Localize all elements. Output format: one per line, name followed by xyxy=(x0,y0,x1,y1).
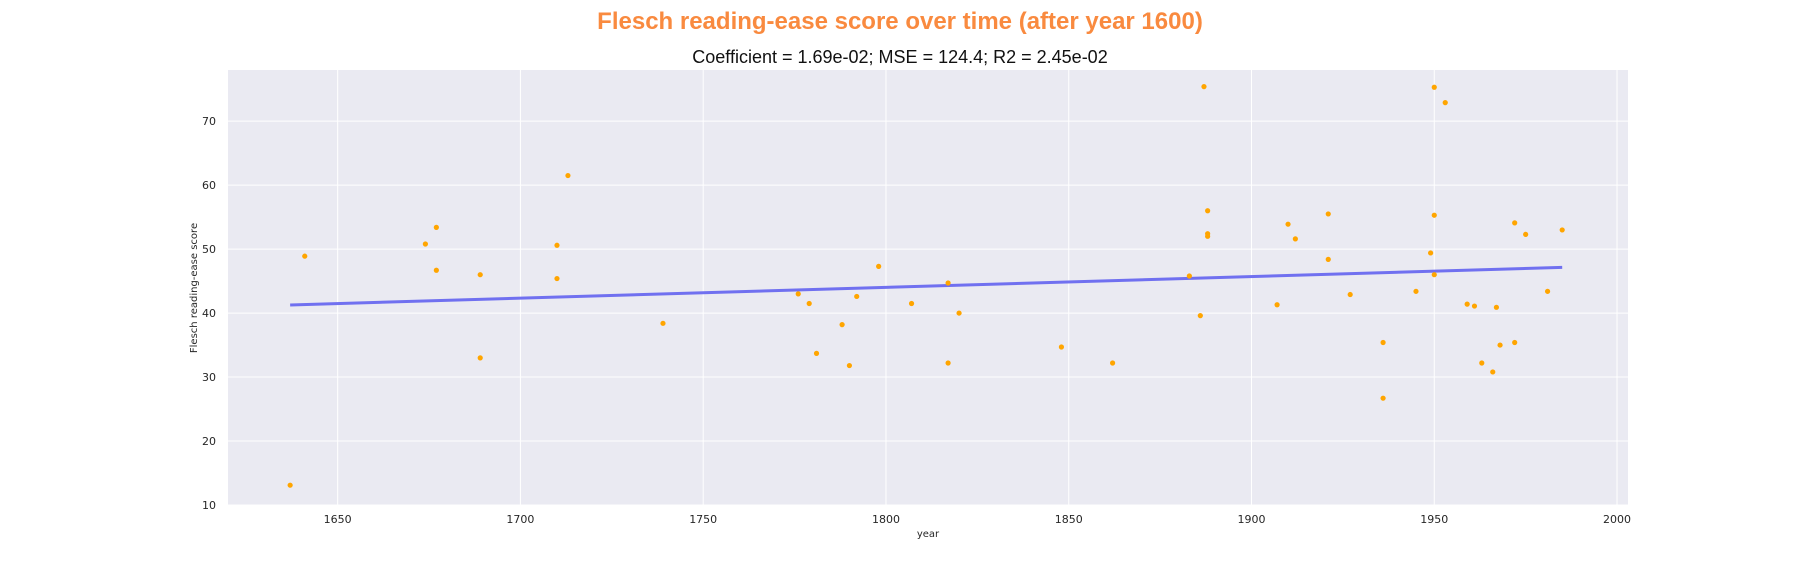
y-tick-label: 20 xyxy=(202,435,216,448)
data-point xyxy=(1205,233,1211,239)
data-point xyxy=(422,241,428,247)
x-axis-label: year xyxy=(917,529,940,540)
data-point xyxy=(846,362,853,369)
data-point xyxy=(554,275,560,282)
data-points xyxy=(287,84,1565,488)
data-point xyxy=(1512,220,1518,226)
y-tick-label: 30 xyxy=(202,371,216,384)
data-point xyxy=(908,300,915,307)
x-tick-label: 1950 xyxy=(1420,513,1448,526)
chart-title: Flesch reading-ease score over time (aft… xyxy=(597,8,1203,35)
data-point xyxy=(1292,236,1298,242)
data-point xyxy=(1197,313,1203,319)
data-point xyxy=(1380,339,1386,346)
data-point xyxy=(1523,231,1529,238)
data-point xyxy=(839,322,845,328)
data-point xyxy=(660,320,666,326)
data-point xyxy=(1431,272,1437,278)
data-point xyxy=(1544,288,1551,294)
data-point xyxy=(1442,100,1448,106)
data-point xyxy=(477,355,483,361)
data-point xyxy=(1512,339,1518,346)
data-point xyxy=(876,263,882,269)
data-point xyxy=(1497,342,1503,348)
data-point xyxy=(433,267,439,273)
data-point xyxy=(1428,250,1434,256)
data-point xyxy=(813,350,820,356)
data-point xyxy=(287,482,293,488)
data-point xyxy=(302,253,308,259)
data-point xyxy=(1471,303,1478,309)
y-tick-label: 10 xyxy=(202,499,216,512)
data-point xyxy=(433,224,439,230)
data-point xyxy=(1325,256,1331,262)
data-point xyxy=(1058,344,1065,350)
tick-labels: 1650 1700 1750 1800 1850 1900 1950 2000 10 20 30 40… xyxy=(202,115,1631,526)
data-point xyxy=(1347,291,1353,298)
x-tick-label: 1650 xyxy=(324,513,352,526)
y-tick-label: 40 xyxy=(202,307,216,320)
data-point xyxy=(854,293,860,300)
data-point xyxy=(1464,301,1470,307)
x-tick-label: 1800 xyxy=(872,513,900,526)
x-tick-label: 1700 xyxy=(506,513,534,526)
data-point xyxy=(1274,302,1280,308)
data-point xyxy=(806,300,812,307)
regression-line xyxy=(290,265,1563,307)
chart-subtitle: Coefficient = 1.69e-02; MSE = 124.4; R2 … xyxy=(692,47,1107,67)
data-point xyxy=(1380,395,1386,401)
x-tick-label: 2000 xyxy=(1603,513,1631,526)
data-point xyxy=(1431,212,1437,218)
y-axis-label: Flesch reading-ease score xyxy=(189,223,200,353)
data-point xyxy=(1493,304,1500,310)
grid-lines xyxy=(228,70,1628,506)
y-tick-label: 60 xyxy=(202,179,216,192)
x-tick-label: 1850 xyxy=(1055,513,1083,526)
data-point xyxy=(1201,84,1207,90)
data-point xyxy=(1559,227,1565,233)
data-point xyxy=(1205,208,1211,214)
data-point xyxy=(1490,369,1496,375)
data-point xyxy=(795,291,801,297)
data-point xyxy=(956,310,962,316)
data-point xyxy=(565,172,571,179)
regression-line-layer xyxy=(290,265,1563,307)
data-point xyxy=(554,242,560,248)
data-point xyxy=(1186,273,1192,279)
data-point xyxy=(945,280,951,286)
data-point xyxy=(1431,84,1437,90)
data-point xyxy=(1109,360,1116,366)
data-point xyxy=(1413,288,1419,294)
data-point xyxy=(1479,360,1485,366)
data-point xyxy=(477,272,483,278)
data-point xyxy=(1325,211,1331,217)
x-tick-label: 1900 xyxy=(1237,513,1265,526)
y-tick-label: 50 xyxy=(202,243,216,256)
data-point xyxy=(945,360,951,366)
x-tick-label: 1750 xyxy=(689,513,717,526)
y-tick-label: 70 xyxy=(202,115,216,128)
data-point xyxy=(1285,221,1291,227)
